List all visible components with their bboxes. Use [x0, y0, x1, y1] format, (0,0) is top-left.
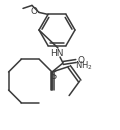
Text: S: S — [50, 71, 56, 81]
Text: O: O — [30, 7, 37, 16]
Text: HN: HN — [50, 48, 64, 57]
Text: NH$_2$: NH$_2$ — [75, 59, 93, 72]
Text: O: O — [78, 56, 85, 65]
